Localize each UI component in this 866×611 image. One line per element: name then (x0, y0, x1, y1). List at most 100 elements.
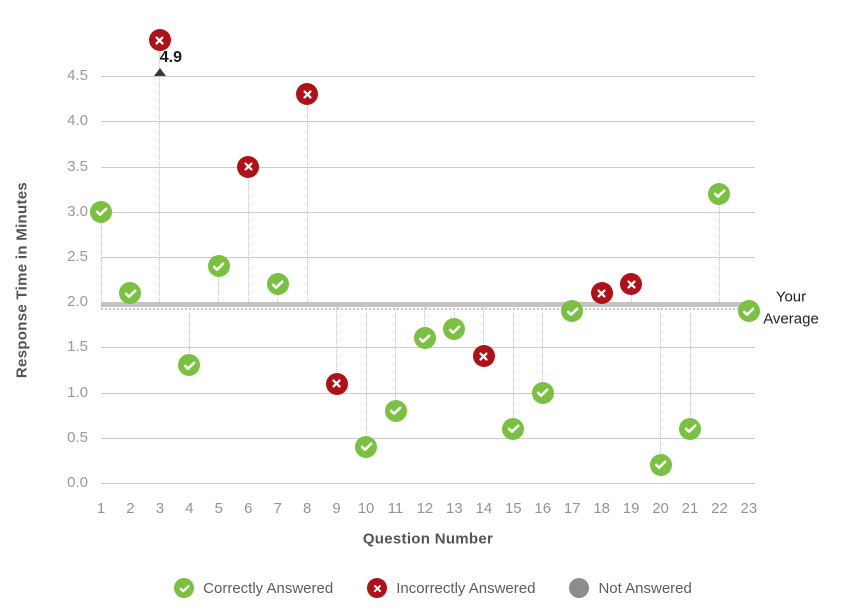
x-tick-label: 15 (504, 500, 522, 517)
stem-q8 (306, 94, 308, 304)
check-icon (713, 189, 726, 199)
stem-q21 (689, 304, 691, 429)
stem-q6 (247, 166, 249, 304)
x-axis-title: Question Number (362, 530, 494, 548)
y-tick-label: 0.0 (67, 474, 88, 491)
legend-item-not_answered[interactable]: Not Answered (569, 578, 692, 598)
x-tick-label: 11 (387, 500, 404, 517)
point-q20-correct[interactable] (649, 453, 672, 476)
check-icon (389, 406, 402, 416)
point-q13-correct[interactable] (443, 318, 466, 341)
x-tick-label: 20 (652, 500, 669, 517)
x-tick-label: 1 (96, 500, 106, 517)
stem-q22 (718, 193, 720, 304)
check-icon (179, 584, 190, 592)
check-icon (537, 388, 549, 398)
x-tick-label: 18 (593, 500, 610, 517)
check-icon (360, 442, 372, 452)
point-q7-correct[interactable] (266, 273, 289, 296)
point-q12-correct[interactable] (413, 327, 436, 350)
x-tick-label: 13 (446, 500, 463, 517)
stem-q4 (188, 304, 190, 366)
stem-q1 (100, 211, 102, 304)
point-q3-incorrect[interactable] (148, 29, 171, 52)
check-icon (272, 280, 284, 289)
legend-not_answered-icon (569, 578, 590, 598)
x-tick-label: 4 (185, 500, 194, 517)
point-q5-correct[interactable] (207, 255, 230, 278)
stem-q20 (660, 304, 662, 465)
stem-q16 (542, 304, 544, 393)
point-q18-incorrect[interactable] (590, 282, 613, 305)
gridline-y-4.0 (101, 121, 755, 123)
x-tick-label: 3 (155, 500, 165, 517)
x-tick-label: 14 (475, 500, 493, 517)
y-axis-title: Response Time in Minutes (13, 181, 31, 379)
point-q22-correct[interactable] (708, 182, 731, 205)
point-q15-correct[interactable] (502, 417, 525, 440)
point-q16-correct[interactable] (531, 381, 554, 404)
average-dotted-line (101, 308, 755, 311)
x-tick-label: 7 (273, 500, 282, 517)
point-q10-correct[interactable] (355, 435, 378, 458)
y-tick-label: 1.5 (67, 338, 88, 356)
y-tick-label: 4.0 (67, 112, 88, 130)
y-tick-label: 0.5 (67, 428, 88, 446)
point-q1-correct[interactable] (90, 200, 112, 223)
y-tick-label: 3.0 (67, 202, 88, 220)
x-icon (627, 280, 636, 289)
check-icon (448, 325, 461, 334)
point-q9-incorrect[interactable] (325, 372, 348, 395)
stem-q13 (453, 304, 455, 330)
x-tick-label: 19 (622, 500, 640, 517)
legend-label: Not Answered (598, 579, 692, 597)
check-icon (124, 289, 137, 298)
check-icon (654, 460, 667, 470)
stem-q12 (424, 304, 426, 339)
y-tick-label: 2.5 (67, 248, 88, 265)
legend: Correctly Answered Incorrectly Answered No… (0, 578, 866, 598)
point-q17-correct[interactable] (561, 300, 584, 323)
x-icon (373, 584, 381, 592)
gridline-y-0.0 (101, 483, 755, 484)
stem-q9 (336, 304, 338, 384)
gridline-y-1.0 (101, 392, 755, 394)
legend-item-correct[interactable]: Correctly Answered (174, 578, 333, 598)
stem-q14 (483, 304, 485, 357)
point-q4-correct[interactable] (178, 354, 201, 377)
x-icon (597, 289, 606, 298)
x-tick-label: 10 (357, 500, 375, 517)
point-q11-correct[interactable] (384, 399, 407, 422)
gridline-y-3.5 (101, 166, 755, 168)
point-q2-correct[interactable] (119, 282, 142, 305)
legend-label: Correctly Answered (203, 579, 334, 597)
point-q23-correct[interactable] (737, 300, 760, 323)
x-tick-label: 6 (244, 500, 253, 517)
check-icon (684, 424, 696, 434)
average-line (101, 301, 755, 307)
check-icon (419, 334, 431, 343)
y-tick-label: 4.5 (67, 67, 88, 85)
check-icon (95, 207, 107, 217)
y-tick-label: 1.0 (67, 383, 88, 401)
y-tick-label: 2.0 (67, 293, 88, 311)
point-q19-incorrect[interactable] (620, 273, 643, 296)
annotation-value: 4.9 (159, 49, 183, 66)
legend-incorrect-icon (367, 578, 388, 598)
x-tick-label: 8 (302, 500, 312, 517)
y-tick-label: 3.5 (67, 157, 88, 175)
x-tick-label: 17 (563, 500, 581, 517)
gridline-y-0.5 (101, 437, 755, 439)
x-tick-label: 12 (416, 500, 434, 517)
point-q6-incorrect[interactable] (237, 155, 260, 178)
point-q21-correct[interactable] (679, 417, 701, 440)
legend-item-incorrect[interactable]: Incorrectly Answered (367, 578, 535, 598)
point-q14-incorrect[interactable] (472, 345, 495, 368)
x-tick-label: 5 (214, 500, 223, 517)
stem-q15 (512, 304, 514, 429)
x-icon (155, 35, 164, 45)
check-icon (213, 261, 225, 271)
point-q8-incorrect[interactable] (296, 83, 319, 106)
x-icon (479, 352, 488, 361)
